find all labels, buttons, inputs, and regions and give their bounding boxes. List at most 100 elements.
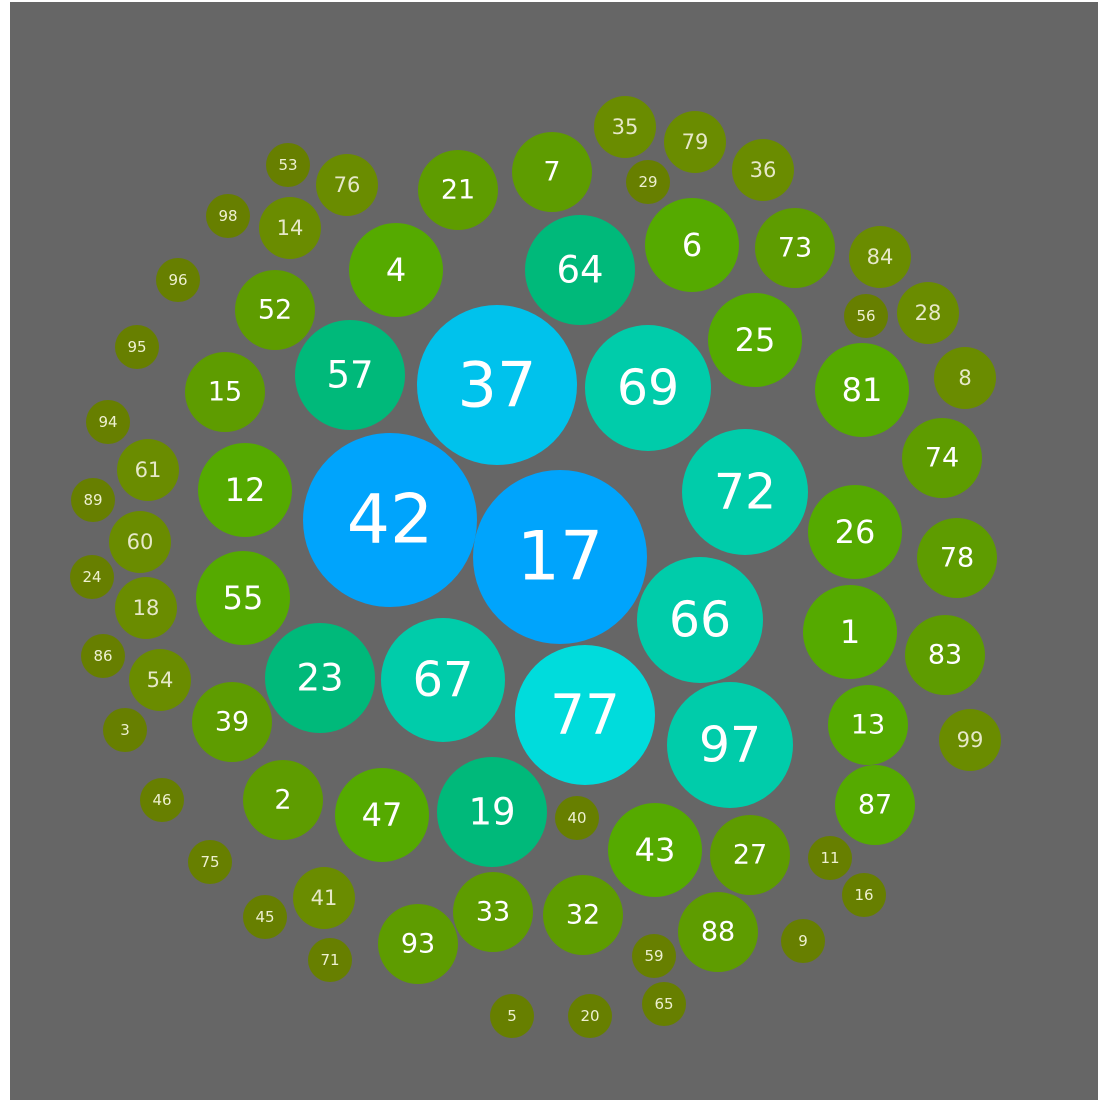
bubble-label: 7 bbox=[543, 157, 560, 188]
bubble-label: 33 bbox=[476, 897, 510, 928]
bubble: 33 bbox=[453, 872, 533, 952]
bubble: 94 bbox=[86, 400, 130, 444]
bubble-label: 18 bbox=[133, 596, 160, 620]
bubble-label: 52 bbox=[258, 295, 292, 326]
bubble-circle bbox=[781, 919, 825, 963]
bubble: 56 bbox=[844, 294, 888, 338]
bubble-circle bbox=[316, 154, 378, 216]
bubble-circle bbox=[626, 160, 670, 204]
bubble: 99 bbox=[939, 709, 1001, 771]
bubble-circle bbox=[417, 305, 577, 465]
bubble: 95 bbox=[115, 325, 159, 369]
bubble-label: 35 bbox=[612, 115, 639, 139]
bubble: 83 bbox=[905, 615, 985, 695]
bubble: 36 bbox=[732, 139, 794, 201]
bubble-circle bbox=[140, 778, 184, 822]
bubble-label: 36 bbox=[750, 158, 777, 182]
bubble-circle bbox=[117, 439, 179, 501]
bubble-circle bbox=[473, 470, 647, 644]
bubble-circle bbox=[192, 682, 272, 762]
bubble: 72 bbox=[682, 429, 808, 555]
bubble-label: 76 bbox=[334, 173, 361, 197]
bubble-label: 8 bbox=[958, 366, 971, 390]
bubble-circle bbox=[667, 682, 793, 808]
bubble-circle bbox=[897, 282, 959, 344]
bubble-label: 83 bbox=[928, 640, 962, 671]
bubble: 28 bbox=[897, 282, 959, 344]
bubble: 55 bbox=[196, 551, 290, 645]
bubble: 26 bbox=[808, 485, 902, 579]
bubble-circle bbox=[682, 429, 808, 555]
bubble-circle bbox=[835, 765, 915, 845]
bubble: 65 bbox=[642, 982, 686, 1026]
bubble-label: 67 bbox=[412, 652, 473, 708]
bubble-circle bbox=[243, 760, 323, 840]
bubble-label: 98 bbox=[218, 207, 237, 225]
bubble: 5 bbox=[490, 994, 534, 1038]
bubble-label: 99 bbox=[957, 728, 984, 752]
bubble: 16 bbox=[842, 873, 886, 917]
bubble: 61 bbox=[117, 439, 179, 501]
bubble-label: 95 bbox=[127, 338, 146, 356]
bubble-circle bbox=[378, 904, 458, 984]
bubble: 66 bbox=[637, 557, 763, 683]
bubble: 67 bbox=[381, 618, 505, 742]
bubble-circle bbox=[608, 803, 702, 897]
bubble-label: 93 bbox=[401, 929, 435, 960]
bubble-label: 57 bbox=[326, 354, 373, 397]
bubble-label: 27 bbox=[733, 840, 767, 871]
bubble: 47 bbox=[335, 768, 429, 862]
bubble: 40 bbox=[555, 796, 599, 840]
bubble-circle bbox=[678, 892, 758, 972]
bubble: 87 bbox=[835, 765, 915, 845]
bubble-label: 56 bbox=[856, 307, 875, 325]
bubble-label: 65 bbox=[654, 995, 673, 1013]
bubble: 81 bbox=[815, 343, 909, 437]
bubble: 35 bbox=[594, 96, 656, 158]
bubble-circle bbox=[115, 325, 159, 369]
bubble-circle bbox=[308, 938, 352, 982]
bubble-label: 97 bbox=[699, 717, 761, 774]
bubble-circle bbox=[828, 685, 908, 765]
bubble-circle bbox=[198, 443, 292, 537]
bubble-circle bbox=[905, 615, 985, 695]
bubble-circle bbox=[594, 96, 656, 158]
bubble-label: 43 bbox=[635, 831, 676, 869]
bubble-label: 74 bbox=[925, 443, 959, 474]
bubble: 74 bbox=[902, 418, 982, 498]
bubble-label: 11 bbox=[820, 849, 839, 867]
bubble: 25 bbox=[708, 293, 802, 387]
bubble-label: 32 bbox=[566, 900, 600, 931]
bubble-circle bbox=[265, 623, 375, 733]
bubble-circle bbox=[637, 557, 763, 683]
bubble-circle bbox=[235, 270, 315, 350]
bubble: 1 bbox=[803, 585, 897, 679]
bubble-label: 53 bbox=[278, 156, 297, 174]
bubble-circle bbox=[453, 872, 533, 952]
bubble: 39 bbox=[192, 682, 272, 762]
bubble-label: 45 bbox=[255, 908, 274, 926]
bubble-label: 13 bbox=[851, 710, 885, 741]
bubble: 6 bbox=[645, 198, 739, 292]
bubble: 13 bbox=[828, 685, 908, 765]
bubble-label: 17 bbox=[517, 518, 604, 597]
bubble: 32 bbox=[543, 875, 623, 955]
bubble-label: 64 bbox=[556, 249, 603, 292]
bubble-label: 28 bbox=[915, 301, 942, 325]
bubble-circle bbox=[645, 198, 739, 292]
bubble-circle bbox=[842, 873, 886, 917]
bubble-label: 54 bbox=[147, 668, 174, 692]
bubble: 43 bbox=[608, 803, 702, 897]
bubble-circle bbox=[266, 143, 310, 187]
bubble-circle bbox=[803, 585, 897, 679]
bubble: 29 bbox=[626, 160, 670, 204]
bubble-label: 24 bbox=[82, 568, 101, 586]
bubble: 84 bbox=[849, 226, 911, 288]
bubble: 42 bbox=[303, 433, 477, 607]
bubble-circle bbox=[490, 994, 534, 1038]
bubble-circle bbox=[156, 258, 200, 302]
bubble-circle bbox=[185, 352, 265, 432]
bubble-circle bbox=[293, 867, 355, 929]
bubble: 45 bbox=[243, 895, 287, 939]
